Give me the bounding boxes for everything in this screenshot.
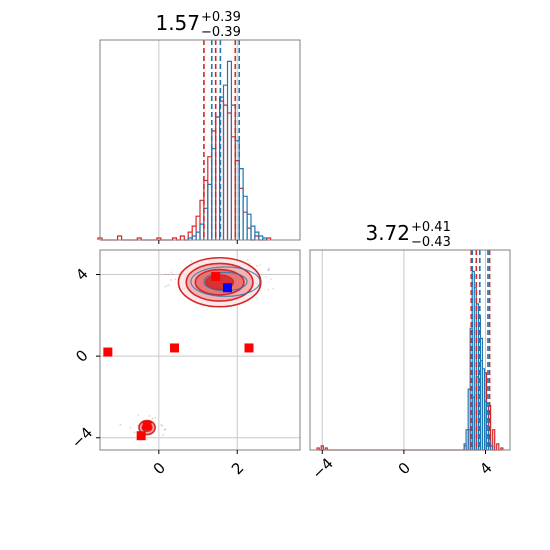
joint-sample-point xyxy=(168,284,170,286)
marginal-p2-blue-histogram xyxy=(463,270,494,450)
joint-sample-point xyxy=(272,287,274,290)
joint-sample-point xyxy=(267,269,269,271)
marginal-p1-quantile-lines xyxy=(203,40,241,240)
joint-sample-point xyxy=(248,262,251,265)
joint-markers xyxy=(103,272,254,441)
marginal-p2-panel: −4 0 4 3.72 +0.41 −0.43 xyxy=(309,220,511,483)
joint-red-marker xyxy=(244,343,254,353)
marginal-p2-title-value: 3.72 xyxy=(365,221,410,245)
marginal-p2-x-tick-label: 0 xyxy=(395,459,414,478)
joint-y-tick-label: −4 xyxy=(68,424,96,452)
marginal-p2-x-ticks: −4 0 4 xyxy=(309,450,496,483)
marginal-p1-red-histogram xyxy=(97,100,272,241)
joint-sample-point xyxy=(256,264,258,267)
marginal-p2-red-histogram xyxy=(316,360,504,451)
joint-sample-point xyxy=(154,416,157,419)
joint-sample-point xyxy=(259,289,262,292)
joint-blue-contour xyxy=(190,266,261,297)
joint-sample-point xyxy=(151,417,154,420)
joint-sample-point xyxy=(129,426,132,429)
joint-sample-point xyxy=(164,428,167,431)
joint-frame xyxy=(99,249,301,451)
joint-red-marker xyxy=(142,421,152,431)
joint-sample-point xyxy=(246,259,249,262)
joint-sample-point xyxy=(162,434,165,437)
joint-sample-point xyxy=(255,296,258,299)
marginal-p2-title-plus: +0.41 xyxy=(411,220,451,235)
joint-red-marker xyxy=(136,431,146,441)
joint-sample-point xyxy=(160,424,163,426)
joint-sample-point xyxy=(137,414,140,416)
joint-sample-point xyxy=(164,273,167,276)
marginal-p1-grid xyxy=(158,40,238,240)
joint-sample-point xyxy=(161,424,164,427)
joint-sample-point xyxy=(171,273,174,276)
marginal-p2-quantile-lines xyxy=(470,250,491,450)
joint-sample-point xyxy=(268,267,270,269)
marginal-p2-title-minus: −0.43 xyxy=(411,235,451,250)
joint-sample-point xyxy=(174,278,177,281)
marginal-p1-title: 1.57 xyxy=(155,11,200,35)
marginal-p1-blue-histogram xyxy=(187,60,268,240)
joint-sample-point xyxy=(170,271,173,274)
joint-x-tick-label: 2 xyxy=(228,459,247,478)
joint-sample-point xyxy=(259,264,262,267)
joint-sample-point xyxy=(119,423,122,426)
marginal-p2-title: 3.72 xyxy=(365,221,410,245)
joint-red-marker xyxy=(103,347,113,357)
marginal-p1-title-minus: −0.39 xyxy=(201,25,241,40)
joint-sample-point xyxy=(268,268,271,271)
joint-y-tick-label: 4 xyxy=(72,265,91,284)
marginal-p2-x-tick-label: 4 xyxy=(476,459,495,478)
marginal-p1-title-value: 1.57 xyxy=(155,11,200,35)
joint-sample-point xyxy=(133,431,136,434)
marginal-p1-ticks xyxy=(158,240,238,244)
joint-y-tick-label: 0 xyxy=(72,346,91,365)
marginal-p1-panel: 1.57 +0.39 −0.39 xyxy=(97,10,301,244)
joint-sample-point xyxy=(163,428,166,431)
joint-sample-point xyxy=(264,275,267,278)
joint-x-tick-label: 0 xyxy=(150,459,169,478)
joint-blue-marker xyxy=(222,283,232,293)
marginal-p2-grid xyxy=(321,250,487,450)
joint-sample-point xyxy=(170,279,173,281)
marginal-p1-title-plus: +0.39 xyxy=(201,10,241,25)
joint-sample-point xyxy=(267,269,270,272)
joint-sample-point xyxy=(190,260,193,263)
marginal-p2-frame xyxy=(309,249,511,451)
joint-sample-point xyxy=(164,285,167,288)
joint-sample-point xyxy=(148,415,151,417)
joint-y-ticks: −4 0 4 xyxy=(68,265,100,452)
joint-sample-point xyxy=(267,288,270,291)
joint-sample-point xyxy=(167,273,170,276)
marginal-p1-frame xyxy=(99,39,301,241)
joint-red-marker xyxy=(211,272,221,282)
marginal-p2-x-tick-label: −4 xyxy=(309,454,337,482)
joint-sample-point xyxy=(270,278,272,281)
joint-red-marker xyxy=(170,343,180,353)
joint-sample-point xyxy=(166,284,169,287)
joint-sample-point xyxy=(146,438,149,441)
